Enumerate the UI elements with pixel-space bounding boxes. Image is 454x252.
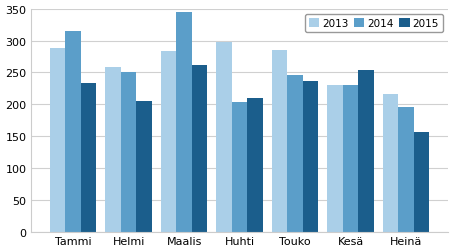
Bar <box>398 108 414 232</box>
Bar <box>136 102 152 232</box>
Bar <box>383 95 398 232</box>
Bar <box>161 52 176 232</box>
Bar <box>272 51 287 232</box>
Legend: 2013, 2014, 2015: 2013, 2014, 2015 <box>305 15 443 33</box>
Bar <box>81 83 96 232</box>
Bar <box>287 76 303 232</box>
Bar <box>414 132 429 232</box>
Bar <box>327 85 343 232</box>
Bar <box>217 43 232 232</box>
Bar <box>65 32 81 232</box>
Bar <box>358 71 374 232</box>
Bar <box>247 99 263 232</box>
Bar <box>232 103 247 232</box>
Bar <box>343 85 358 232</box>
Bar <box>303 82 318 232</box>
Bar <box>176 13 192 232</box>
Bar <box>50 48 65 232</box>
Bar <box>105 68 121 232</box>
Bar <box>192 66 207 232</box>
Bar <box>121 73 136 232</box>
